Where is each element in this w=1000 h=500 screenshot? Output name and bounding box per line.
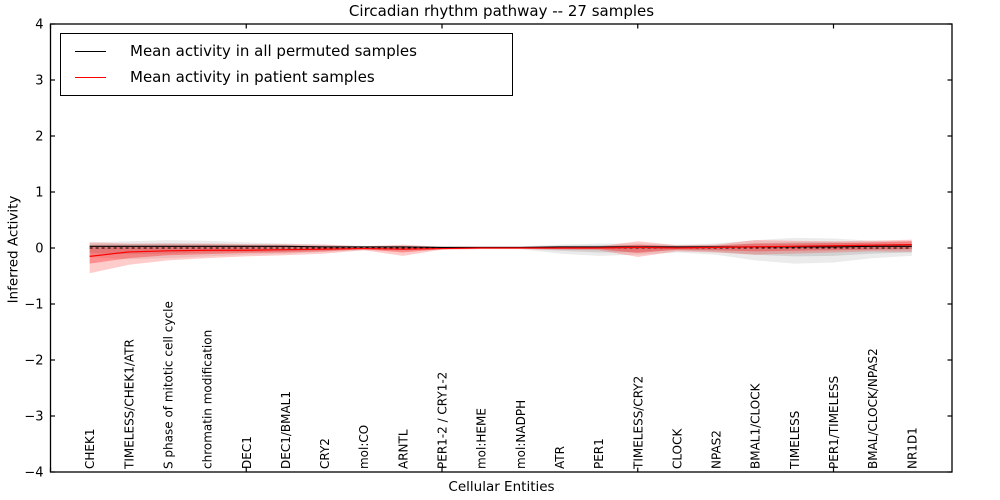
y-tick-label: 2 xyxy=(35,130,43,145)
legend-label-patient: Mean activity in patient samples xyxy=(130,68,375,87)
x-category-label: DEC1 xyxy=(240,436,254,469)
x-category-label: mol:CO xyxy=(357,425,371,469)
x-category-label: PER1 xyxy=(592,438,606,469)
x-category-label: CHEK1 xyxy=(83,429,97,470)
permuted-band-inner xyxy=(89,242,912,257)
x-category-label: NPAS2 xyxy=(710,430,724,469)
patient-line-sample xyxy=(75,77,106,79)
x-category-label: ARNTL xyxy=(396,429,410,469)
y-tick-label: 1 xyxy=(35,186,43,201)
x-category-label: PER1/TIMELESS xyxy=(827,376,841,469)
x-category-label: CLOCK xyxy=(670,428,684,469)
x-category-label: BMAL1/CLOCK xyxy=(749,382,763,469)
x-category-label: TIMELESS xyxy=(788,411,802,470)
x-category-label: chromatin modification xyxy=(201,330,215,469)
x-category-label: PER1-2 / CRY1-2 xyxy=(436,372,450,469)
x-category-label: S phase of mitotic cell cycle xyxy=(161,301,175,469)
y-axis-title: Inferred Activity xyxy=(5,195,22,304)
legend-label-permuted: Mean activity in all permuted samples xyxy=(130,41,417,60)
y-tick-label: −4 xyxy=(24,466,43,481)
chart-title: Circadian rhythm pathway -- 27 samples xyxy=(348,2,655,20)
y-tick-label: −3 xyxy=(24,410,43,425)
x-category-label: ATR xyxy=(553,446,567,469)
x-category-label: TIMELESS/CRY2 xyxy=(631,376,645,470)
x-category-label: mol:HEME xyxy=(475,408,489,469)
y-tick-label: 0 xyxy=(35,242,43,257)
x-category-label: TIMELESS/CHEK1/ATR xyxy=(122,339,136,470)
x-category-label: NR1D1 xyxy=(905,427,919,469)
y-tick-label: 4 xyxy=(35,18,43,33)
patient-mean-line xyxy=(89,244,912,257)
x-category-label: mol:NADPH xyxy=(514,400,528,469)
permuted-line-sample xyxy=(75,50,106,52)
y-tick-label: −1 xyxy=(24,298,43,313)
x-category-label: CRY2 xyxy=(318,438,332,469)
permuted-band-outer xyxy=(89,237,912,264)
legend-entry-permuted: Mean activity in all permuted samples xyxy=(61,41,512,60)
x-axis-title: Cellular Entities xyxy=(448,479,555,495)
x-category-label: BMAL/CLOCK/NPAS2 xyxy=(866,348,880,469)
x-category-label: DEC1/BMAL1 xyxy=(279,391,293,469)
y-tick-label: 3 xyxy=(35,74,43,89)
legend: Mean activity in all permuted samples Me… xyxy=(60,33,513,96)
y-tick-label: −2 xyxy=(24,354,43,369)
legend-entry-patient: Mean activity in patient samples xyxy=(61,70,512,85)
